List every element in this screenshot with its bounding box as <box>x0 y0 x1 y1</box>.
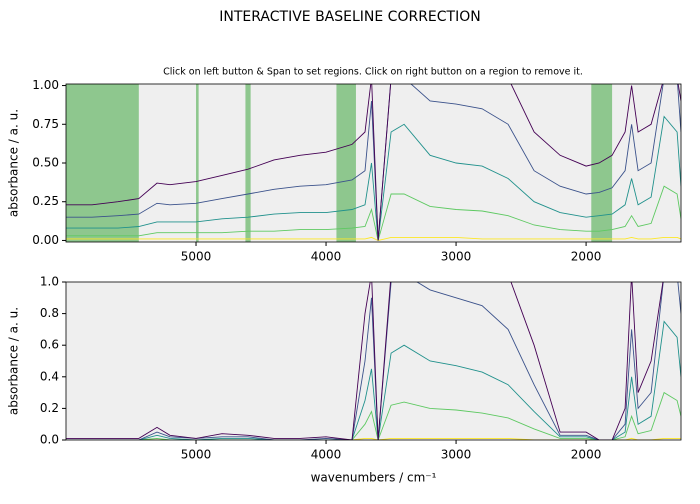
x-tick-label: 4000 <box>311 448 342 462</box>
y-tick-label: 0.4 <box>40 369 59 383</box>
subtitle: Click on left button & Span to set regio… <box>163 67 583 78</box>
spectrum <box>66 282 664 440</box>
axes-frame <box>65 281 682 441</box>
spectrum <box>66 236 681 241</box>
y-tick-label: 1.0 <box>40 275 59 289</box>
y-tick-label: 0.6 <box>40 338 59 352</box>
lines <box>66 282 681 440</box>
lines <box>66 84 681 241</box>
spectrum <box>66 185 681 241</box>
x-tick-label: 2000 <box>571 448 602 462</box>
spectrum <box>66 84 681 241</box>
y-tick-label: 0.2 <box>40 401 59 415</box>
spectrum <box>66 391 681 440</box>
spectrum <box>66 84 681 241</box>
x-tick-label: 2000 <box>571 250 602 264</box>
x-tick-label: 3000 <box>441 250 472 264</box>
region <box>196 84 199 242</box>
y-axis-label: absorbance / a. u. <box>7 109 21 217</box>
y-tick-label: 0.25 <box>32 194 59 208</box>
region <box>336 84 356 242</box>
spectrum <box>66 282 681 440</box>
y-tick-label: 1.00 <box>32 78 59 92</box>
spectrum <box>66 320 681 440</box>
figure-title: INTERACTIVE BASELINE CORRECTION <box>219 9 480 25</box>
y-tick-label: 0.50 <box>32 156 59 170</box>
spectrum <box>66 437 681 440</box>
x-axis-label: wavenumbers / cm⁻¹ <box>311 471 437 485</box>
region <box>591 84 613 242</box>
y-tick-label: 0.00 <box>32 233 59 247</box>
plot-background <box>66 282 681 440</box>
y-axis-label: absorbance / a. u. <box>7 307 21 415</box>
y-tick-label: 0.8 <box>40 306 59 320</box>
x-tick-label: 5000 <box>181 250 212 264</box>
y-tick-label: 0.0 <box>40 433 59 447</box>
x-tick-label: 4000 <box>311 250 342 264</box>
y-tick-label: 0.75 <box>32 117 59 131</box>
x-tick-label: 3000 <box>441 448 472 462</box>
spectrum <box>66 115 681 241</box>
x-tick-label: 5000 <box>181 448 212 462</box>
region <box>66 84 139 242</box>
region <box>245 84 251 242</box>
